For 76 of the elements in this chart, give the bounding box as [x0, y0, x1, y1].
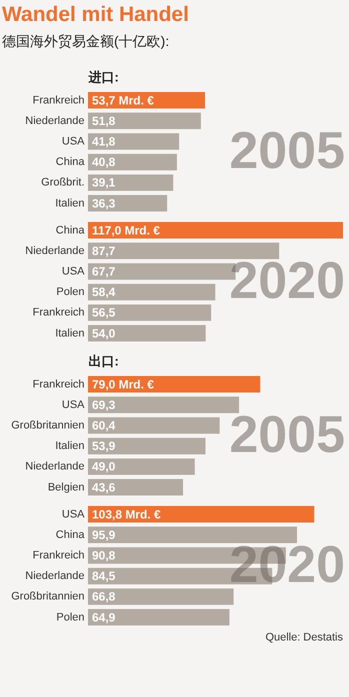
y-tick-label: USA — [62, 508, 86, 520]
data-label: 40,8 — [92, 155, 116, 170]
data-label: 56,5 — [92, 305, 116, 320]
data-label: 53,7 Mrd. € — [92, 93, 154, 108]
chart-subtitle: 德国海外贸易金额(十亿欧): — [2, 33, 170, 49]
data-label: 36,3 — [92, 196, 116, 210]
y-tick-label: Niederlande — [25, 460, 85, 473]
bar — [88, 242, 280, 259]
bar — [88, 112, 201, 130]
bar — [88, 608, 230, 626]
data-label: 39,1 — [92, 176, 116, 190]
data-label: 53,9 — [92, 439, 116, 454]
y-tick-label: Frankreich — [32, 378, 85, 390]
y-tick-label: Belgien — [48, 481, 85, 494]
data-label: 84,5 — [92, 568, 116, 583]
y-tick-label: Niederlande — [25, 570, 85, 582]
y-tick-label: Niederlande — [25, 244, 85, 256]
y-tick-label: Polen — [56, 611, 85, 624]
data-label: 54,0 — [92, 326, 116, 340]
data-label: 95,9 — [92, 528, 116, 542]
y-tick-label: Großbrit. — [41, 176, 85, 189]
bar — [88, 396, 240, 414]
bar — [88, 479, 184, 496]
y-tick-label: USA — [62, 399, 86, 412]
y-axis-title: 出口: — [88, 354, 119, 369]
bar — [88, 458, 195, 476]
data-label: 51,8 — [92, 114, 116, 128]
data-label: 87,7 — [92, 243, 116, 258]
data-label: 67,7 — [92, 264, 116, 278]
bar — [88, 526, 298, 543]
data-label: 41,8 — [92, 134, 116, 148]
annotation: 2020 — [229, 536, 345, 594]
y-tick-label: USA — [62, 135, 86, 148]
bar — [88, 324, 206, 342]
y-tick-label: Polen — [56, 286, 85, 298]
data-label: 64,9 — [92, 610, 116, 624]
data-label: 58,4 — [92, 284, 116, 299]
y-tick-label: Italien — [55, 197, 85, 210]
y-tick-label: China — [56, 224, 86, 236]
data-label: 103,8 Mrd. € — [92, 507, 161, 522]
y-tick-label: China — [56, 528, 86, 541]
bar — [88, 222, 343, 238]
text: 2005 — [229, 122, 345, 180]
source-note: Quelle: Destatis — [265, 631, 344, 644]
data-label: 43,6 — [92, 480, 116, 494]
annotation: 2005 — [229, 406, 345, 464]
y-tick-label: Niederlande — [25, 114, 85, 127]
bar — [88, 376, 260, 393]
bar — [88, 438, 206, 455]
y-tick-label: Italien — [55, 326, 85, 339]
bar — [88, 154, 177, 170]
annotation: 2020 — [229, 251, 345, 310]
bar — [88, 174, 174, 191]
y-axis-title: 进口: — [88, 70, 119, 84]
data-label: 69,3 — [92, 398, 116, 412]
y-tick-label: Frankreich — [32, 94, 85, 106]
data-label: 79,0 Mrd. € — [92, 377, 154, 392]
bar — [88, 417, 220, 434]
chart-title: Wandel mit Handel — [2, 3, 189, 26]
data-label: 49,0 — [92, 460, 116, 474]
data-label: 117,0 Mrd. € — [92, 222, 160, 237]
bar — [88, 304, 212, 321]
bar — [88, 283, 216, 300]
y-tick-label: USA — [62, 265, 86, 278]
data-label: 60,4 — [92, 418, 116, 433]
y-tick-label: Frankreich — [32, 549, 85, 562]
bar — [88, 195, 168, 212]
y-tick-label: Frankreich — [32, 306, 85, 318]
y-tick-label: China — [56, 156, 86, 168]
data-label: 90,8 — [92, 548, 116, 562]
y-tick-label: Großbritannien — [11, 590, 85, 602]
data-label: 66,8 — [92, 589, 116, 604]
bar — [88, 588, 234, 605]
bar — [88, 506, 314, 522]
y-tick-label: Großbritannien — [11, 420, 85, 432]
y-tick-label: Italien — [55, 440, 85, 452]
